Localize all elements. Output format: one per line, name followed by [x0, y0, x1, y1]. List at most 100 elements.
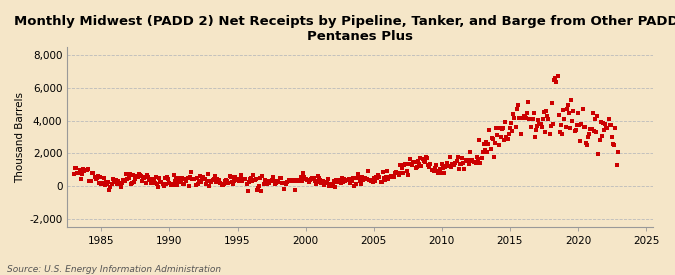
Point: [79, 169, 90, 174]
Point: [211, 180, 221, 184]
Point: [449, 163, 460, 167]
Point: [219, 182, 230, 186]
Point: [358, 177, 369, 182]
Point: [412, 159, 423, 164]
Point: [354, 179, 365, 183]
Point: [611, 163, 622, 167]
Point: [272, 179, 283, 184]
Point: [397, 165, 408, 170]
Point: [608, 142, 618, 146]
Point: [536, 125, 547, 129]
Point: [94, 181, 105, 185]
Point: [603, 117, 614, 121]
Point: [95, 175, 105, 179]
Point: [427, 167, 438, 172]
Point: [421, 155, 431, 159]
Point: [255, 176, 266, 180]
Point: [415, 156, 426, 160]
Point: [202, 172, 213, 177]
Point: [531, 128, 541, 133]
Point: [612, 150, 623, 154]
Point: [279, 187, 290, 191]
Point: [73, 170, 84, 175]
Point: [376, 179, 387, 184]
Point: [399, 163, 410, 167]
Point: [447, 162, 458, 167]
Point: [352, 172, 363, 176]
Point: [139, 176, 150, 180]
Point: [281, 182, 292, 186]
Point: [540, 130, 551, 135]
Point: [532, 124, 543, 128]
Y-axis label: Thousand Barrels: Thousand Barrels: [15, 92, 25, 183]
Point: [282, 180, 293, 185]
Point: [117, 177, 128, 182]
Point: [476, 155, 487, 160]
Point: [225, 175, 236, 179]
Point: [134, 172, 144, 176]
Point: [360, 177, 371, 181]
Point: [487, 136, 498, 141]
Point: [559, 117, 570, 121]
Point: [417, 157, 428, 162]
Point: [140, 181, 151, 185]
Point: [562, 103, 573, 107]
Point: [542, 114, 553, 118]
Point: [472, 155, 483, 159]
Point: [474, 138, 485, 142]
Point: [416, 164, 427, 168]
Point: [154, 176, 165, 180]
Point: [381, 175, 392, 180]
Point: [359, 175, 370, 180]
Point: [369, 179, 380, 183]
Point: [244, 180, 254, 185]
Point: [468, 160, 479, 165]
Point: [560, 125, 571, 130]
Point: [601, 126, 612, 130]
Point: [350, 182, 361, 186]
Point: [426, 167, 437, 172]
Point: [147, 177, 158, 182]
Point: [432, 169, 443, 173]
Point: [404, 156, 415, 161]
Point: [454, 162, 465, 166]
Point: [384, 174, 395, 179]
Point: [439, 171, 450, 175]
Point: [237, 178, 248, 183]
Point: [341, 177, 352, 182]
Point: [159, 176, 170, 180]
Point: [518, 114, 529, 118]
Point: [277, 181, 288, 185]
Point: [254, 183, 265, 188]
Point: [142, 175, 153, 179]
Point: [69, 171, 80, 176]
Point: [475, 161, 486, 166]
Point: [304, 177, 315, 182]
Point: [310, 182, 321, 186]
Point: [543, 116, 554, 121]
Point: [312, 180, 323, 184]
Point: [223, 181, 234, 185]
Point: [558, 108, 568, 113]
Point: [466, 159, 477, 164]
Point: [590, 117, 601, 122]
Point: [269, 181, 280, 186]
Point: [231, 177, 242, 182]
Point: [196, 179, 207, 184]
Point: [592, 114, 603, 118]
Point: [230, 175, 241, 179]
Point: [509, 116, 520, 120]
Point: [547, 122, 558, 126]
Point: [184, 175, 195, 180]
Point: [247, 178, 258, 183]
Point: [582, 143, 593, 147]
Point: [156, 180, 167, 184]
Point: [578, 125, 589, 130]
Point: [164, 181, 175, 185]
Point: [105, 185, 116, 189]
Point: [377, 170, 388, 174]
Point: [595, 120, 606, 124]
Point: [109, 180, 120, 184]
Point: [319, 183, 329, 187]
Point: [144, 177, 155, 182]
